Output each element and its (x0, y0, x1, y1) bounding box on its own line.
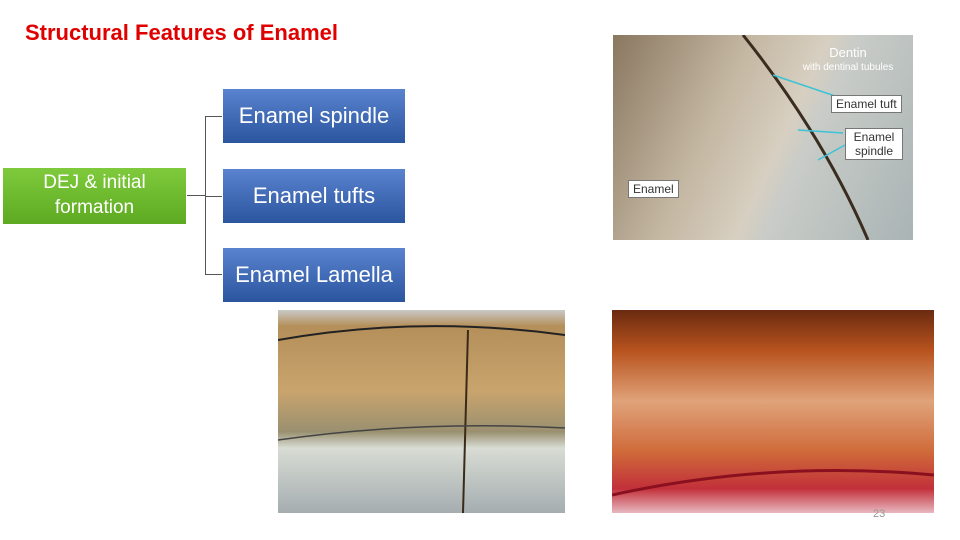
micrograph: Dentin with dentinal tubules Enamel tuft… (613, 35, 913, 240)
connector (205, 196, 222, 197)
slide-title: Structural Features of Enamel (25, 20, 338, 45)
micrograph-overlay (278, 325, 565, 513)
connector (205, 116, 222, 117)
micrograph (278, 310, 565, 513)
figure-label: Enamel tuft (831, 95, 902, 113)
branch-node: Enamel Lamella (222, 247, 406, 303)
micrograph (612, 310, 934, 513)
figure-label: Dentin (829, 45, 867, 60)
micrograph-overlay (612, 469, 934, 497)
figure-label: Enamel spindle (845, 128, 903, 160)
figure-label: with dentinal tubules (802, 62, 894, 73)
branch-node: Enamel tufts (222, 168, 406, 224)
figure-label: Enamel (628, 180, 679, 198)
connector (205, 116, 206, 275)
branch-node: Enamel spindle (222, 88, 406, 144)
connector (205, 274, 222, 275)
micrograph-overlay (741, 35, 870, 240)
connector (187, 195, 205, 196)
page-number: 23 (873, 508, 886, 520)
root-node: DEJ & initial formation (2, 167, 187, 225)
